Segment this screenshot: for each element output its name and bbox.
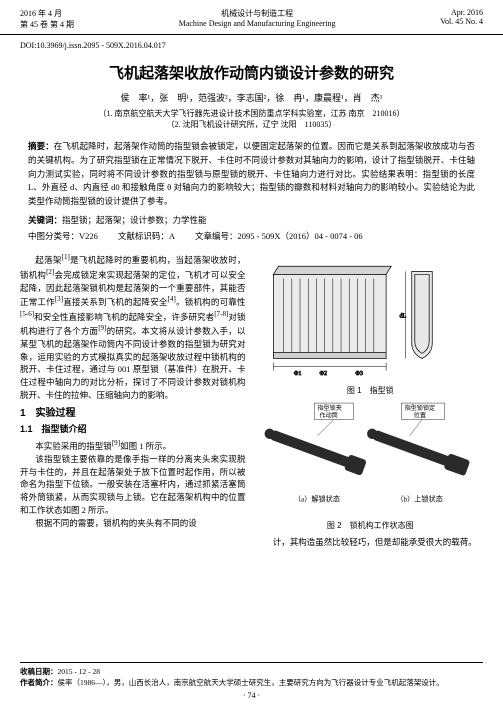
paper-title: 飞机起落架收放作动筒内锁设计参数的研究 [0, 52, 503, 91]
issue-en: Vol. 45 No. 4 [440, 17, 483, 26]
dim-phi1: Φ1 [293, 371, 301, 377]
keywords-text: 指型锁；起落架；设计参数；力学性能 [62, 215, 207, 225]
fig2-a: （a）解锁状态 [293, 495, 339, 504]
affiliation-2: （2. 沈阳飞机设计研究所，辽宁 沈阳 110035） [20, 119, 483, 130]
column-right: dL Φ2 Φ1 Φ3 图 1 指型锁 指型锁夹 [258, 252, 484, 548]
journal-en: Machine Design and Manufacturing Enginee… [179, 19, 336, 28]
fig2-label1-l2: 作动筒 [319, 411, 337, 419]
body-columns: 起落架[1]是飞机起降时的重要机构，当起落架收放时，锁机构[2]会完成锁定来实现… [0, 248, 503, 548]
doi-line: DOI:10.3969/j.issn.2095 - 509X.2016.04.0… [0, 35, 503, 52]
para-5: 计，其构造虽然比较轻巧，但是却能承受很大的载荷。 [258, 536, 484, 549]
dim-dL: dL [399, 314, 406, 320]
class-cn: 中图分类号：V226 [28, 230, 98, 242]
column-left: 起落架[1]是飞机起降时的重要机构，当起落架收放时，锁机构[2]会完成锁定来实现… [20, 252, 246, 548]
section-1-1: 1.1 指型锁介绍 [20, 423, 246, 437]
figure-2: 指型锁夹 作动筒 指型锁锁定 位置 [258, 401, 484, 532]
figure-1-caption: 图 1 指型锁 [258, 385, 484, 397]
keywords-line: 关键词：指型锁；起落架；设计参数；力学性能 [0, 212, 503, 228]
figure-1-svg: dL Φ2 Φ1 Φ3 [258, 256, 484, 379]
figure-1: dL Φ2 Φ1 Φ3 图 1 指型锁 [258, 256, 484, 397]
page-number: · 74 · [0, 691, 503, 700]
authors-line: 侯 率¹，张 明¹，范强波²，李志国²，徐 冉¹，康晨程¹，肖 杰¹ [0, 91, 503, 108]
footer-block: 收稿日期：2015 - 12 - 28 作者简介：侯率（1986—），男，山西长… [20, 662, 483, 688]
dim-phi2: Φ2 [319, 371, 327, 377]
para-intro: 起落架[1]是飞机起降时的重要机构，当起落架收放时，锁机构[2]会完成锁定来实现… [20, 252, 246, 401]
section-1: 1 实验过程 [20, 406, 246, 421]
figure-2-caption: 图 2 锁机构工作状态图 [258, 520, 484, 532]
keywords-label: 关键词： [28, 215, 62, 225]
para-2: 本实验采用的指型锁[9]如图 1 所示。 [20, 438, 246, 453]
classification-line: 中图分类号：V226 文献标识码：A 文章编号：2095 - 509X（2016… [0, 228, 503, 248]
abstract-block: 摘要：在飞机起降时，起落架作动筒的指型锁会被锁定，以便固定起落架的位置。因而它是… [0, 130, 503, 212]
date-en: Apr. 2016 [440, 8, 483, 17]
fig2-label2-l2: 位置 [413, 411, 425, 419]
header-center: 机械设计与制造工程 Machine Design and Manufacturi… [179, 8, 336, 30]
recv-value: 2015 - 12 - 28 [58, 667, 101, 676]
fig2-b: （b）上锁状态 [396, 495, 443, 504]
date-cn: 2016 年 4 月 [20, 8, 74, 19]
class-article: 文章编号：2095 - 509X（2016）04 - 0074 - 06 [195, 230, 363, 242]
header-right: Apr. 2016 Vol. 45 No. 4 [440, 8, 483, 30]
recv-label: 收稿日期： [20, 667, 58, 676]
page-header: 2016 年 4 月 第 45 卷 第 4 期 机械设计与制造工程 Machin… [0, 0, 503, 35]
dim-phi3: Φ3 [355, 371, 363, 377]
fig2-label1-l1: 指型锁夹 [317, 404, 342, 412]
para-3: 该指型锁主要依靠的是像手指一样的分离夹头来实现脱开与卡住的，并且在起落架处于放下… [20, 453, 246, 517]
affiliation-1: （1. 南京航空航天大学飞行器先进设计技术国防重点学科实验室，江苏 南京 210… [20, 108, 483, 119]
affiliations: （1. 南京航空航天大学飞行器先进设计技术国防重点学科实验室，江苏 南京 210… [0, 108, 503, 130]
fig2-label2-l1: 指型锁锁定 [404, 404, 435, 412]
abstract-label: 摘要： [28, 141, 54, 151]
abstract-text: 在飞机起降时，起落架作动筒的指型锁会被锁定，以便固定起落架的位置。因而它是关系到… [28, 141, 475, 205]
author-value: 侯率（1986—），男，山西长治人，南京航空航天大学硕士研究生，主要研究方向为飞… [58, 678, 444, 687]
author-bio: 作者简介：侯率（1986—），男，山西长治人，南京航空航天大学硕士研究生，主要研… [20, 678, 483, 689]
figure-2-svg: 指型锁夹 作动筒 指型锁锁定 位置 [258, 401, 484, 514]
para-4: 根据不同的需要，锁机构的夹头有不同的设 [20, 517, 246, 530]
received-date: 收稿日期：2015 - 12 - 28 [20, 667, 483, 678]
journal-cn: 机械设计与制造工程 [179, 8, 336, 19]
issue-cn: 第 45 卷 第 4 期 [20, 19, 74, 30]
class-doc: 文献标识码：A [118, 230, 175, 242]
author-label: 作者简介： [20, 678, 58, 687]
header-left: 2016 年 4 月 第 45 卷 第 4 期 [20, 8, 74, 30]
